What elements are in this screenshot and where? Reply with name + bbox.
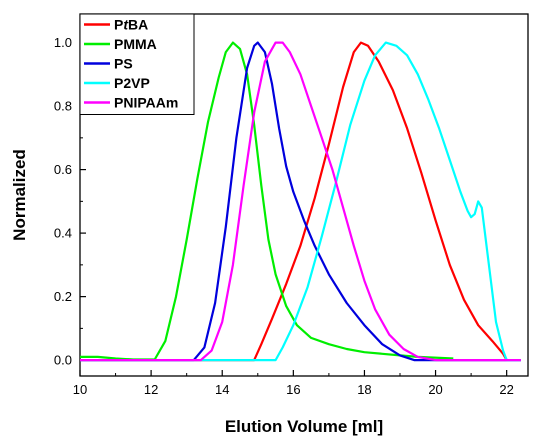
x-tick-label: 14 <box>215 382 229 397</box>
x-tick-label: 10 <box>73 382 87 397</box>
series-line-pnipaam <box>80 41 521 362</box>
legend: PtBA PMMA PS P2VP PNIPAAm <box>79 13 195 115</box>
x-tick-label: 22 <box>499 382 513 397</box>
x-tick-label: 20 <box>428 382 442 397</box>
x-tick-label: 18 <box>357 382 371 397</box>
legend-label: PS <box>114 56 133 72</box>
legend-label: PNIPAAm <box>114 95 178 111</box>
series-line-p2vp <box>80 41 521 362</box>
y-tick-label: 0.4 <box>54 226 72 241</box>
x-axis-title: Elution Volume [ml] <box>225 417 383 436</box>
legend-label: P2VP <box>114 75 150 91</box>
y-tick-label: 0.2 <box>54 289 72 304</box>
x-tick-label: 16 <box>286 382 300 397</box>
series-line-ps <box>80 41 521 362</box>
y-tick-label: 1.0 <box>54 35 72 50</box>
y-tick-label: 0.8 <box>54 99 72 114</box>
x-tick-label: 12 <box>144 382 158 397</box>
axis-ticks: 10 12 14 16 18 20 22 0.0 0.2 0.4 0.6 0.8 1.0 <box>54 35 514 397</box>
series-line-ptba <box>80 41 508 362</box>
series-lines <box>80 41 521 362</box>
legend-label: PtBA <box>114 17 148 33</box>
y-tick-label: 0.6 <box>54 162 72 177</box>
y-axis-title: Normalized <box>10 149 29 241</box>
y-tick-label: 0.0 <box>54 353 72 368</box>
legend-label: PMMA <box>114 36 157 52</box>
